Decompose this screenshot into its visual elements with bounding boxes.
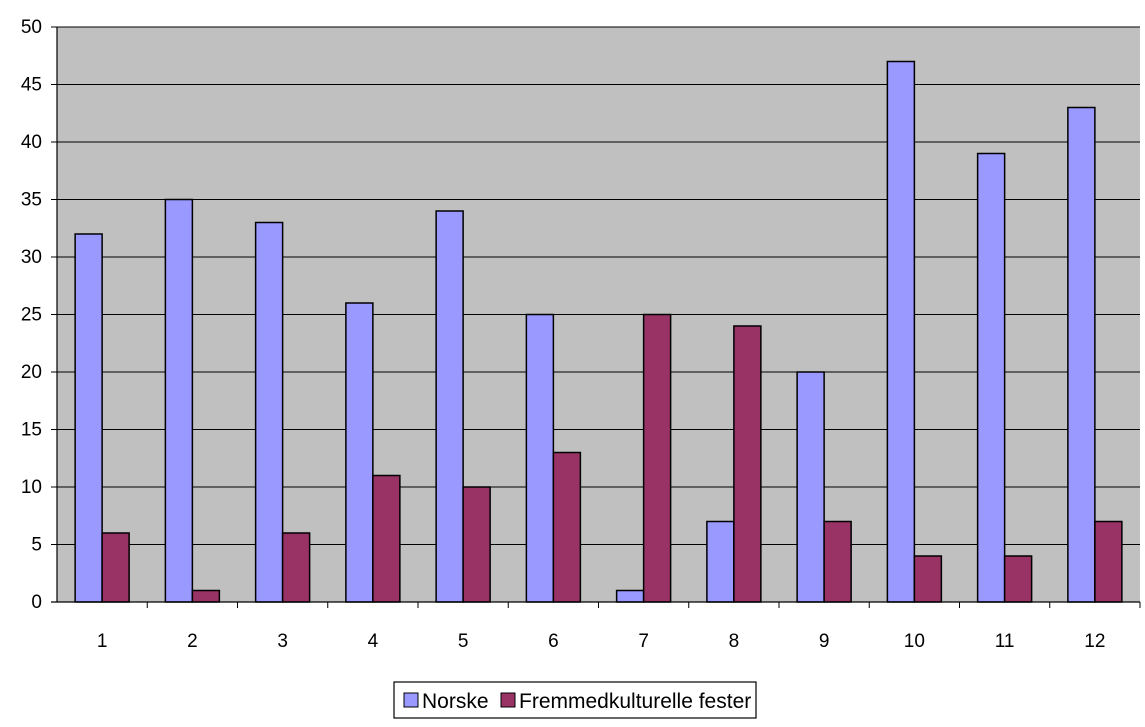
- x-tick-label: 7: [638, 631, 649, 652]
- x-tick-label: 10: [904, 631, 925, 652]
- x-tick-label: 5: [458, 631, 469, 652]
- bar-norske-3: [254, 221, 284, 603]
- bar-norske-10: [886, 60, 916, 603]
- bar-norske-4: [345, 302, 374, 603]
- bar-norske-1: [74, 233, 103, 603]
- y-tick-label: 25: [21, 305, 42, 326]
- x-tick-label: 9: [819, 631, 830, 652]
- y-tick-label: 0: [31, 592, 42, 613]
- y-tick-label: 5: [31, 535, 42, 556]
- bar-fremmedkulturelle-3: [281, 532, 311, 603]
- legend: Norske Fremmedkulturelle fester: [393, 681, 757, 719]
- y-tick-label: 30: [21, 247, 42, 268]
- legend-box: [393, 681, 757, 719]
- bar-fremmedkulturelle-9: [823, 520, 852, 603]
- bar-fremmedkulturelle-7: [642, 313, 672, 603]
- bar-norske-11: [976, 152, 1006, 603]
- bar-norske-8: [706, 520, 735, 603]
- bar-norske-2: [164, 198, 194, 603]
- bar-fremmedkulturelle-5: [462, 486, 491, 603]
- x-tick-label: 2: [187, 631, 198, 652]
- bar-fremmedkulturelle-10: [913, 555, 943, 603]
- bar-fremmedkulturelle-11: [1003, 555, 1033, 603]
- y-tick-label: 50: [21, 17, 42, 38]
- bar-fremmedkulturelle-2: [191, 589, 221, 603]
- bar-fremmedkulturelle-12: [1094, 520, 1123, 603]
- legend-label-fremmedkulturelle: Fremmedkulturelle fester: [519, 690, 751, 713]
- x-tick-label: 4: [368, 631, 379, 652]
- bar-fremmedkulturelle-4: [372, 474, 401, 603]
- bar-norske-12: [1067, 106, 1096, 603]
- x-tick-label: 12: [1084, 631, 1105, 652]
- bar-fremmedkulturelle-1: [101, 532, 130, 603]
- x-tick-label: 6: [548, 631, 559, 652]
- bar-norske-6: [525, 313, 555, 603]
- y-tick-label: 40: [21, 132, 42, 153]
- bar-fremmedkulturelle-6: [552, 451, 582, 603]
- y-tick-label: 45: [21, 75, 42, 96]
- x-tick-label: 3: [277, 631, 288, 652]
- bar-norske-7: [615, 589, 645, 603]
- x-tick-label: 1: [97, 631, 108, 652]
- legend-label-norske: Norske: [422, 690, 489, 713]
- y-tick-label: 15: [21, 420, 42, 441]
- bar-fremmedkulturelle-8: [733, 325, 762, 603]
- bar-norske-9: [796, 371, 825, 603]
- x-tick-label: 8: [729, 631, 740, 652]
- y-tick-label: 20: [21, 362, 42, 383]
- legend-swatch-fremmedkulturelle: [500, 692, 516, 708]
- y-tick-label: 35: [21, 190, 42, 211]
- x-tick-label: 11: [995, 631, 1015, 652]
- legend-swatch-norske: [403, 692, 419, 708]
- bar-norske-5: [435, 210, 464, 603]
- y-tick-label: 10: [21, 477, 42, 498]
